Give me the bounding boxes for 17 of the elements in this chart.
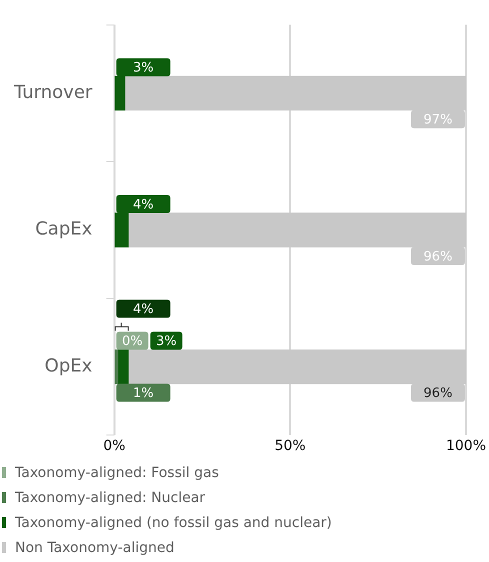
x-tick-label: 0% bbox=[103, 438, 126, 454]
y-tick-label: CapEx bbox=[35, 218, 93, 240]
data-label: 3% bbox=[156, 334, 177, 350]
y-tick-label: Turnover bbox=[12, 82, 93, 103]
legend-label: Non Taxonomy-aligned bbox=[15, 540, 174, 556]
annotation: 4% bbox=[132, 302, 154, 318]
data-label: 0% bbox=[122, 334, 143, 350]
legend-label: Taxonomy-aligned (no fossil gas and nuclear) bbox=[15, 514, 332, 530]
data-label: 1% bbox=[132, 386, 154, 402]
x-tick-label: 50% bbox=[274, 438, 306, 454]
data-label: 4% bbox=[132, 197, 154, 212]
data-label: 3% bbox=[132, 60, 154, 76]
x-tick-label: 100% bbox=[446, 438, 486, 454]
data-label: 96% bbox=[424, 386, 452, 402]
legend-label: Taxonomy-aligned: Nuclear bbox=[15, 490, 206, 506]
y-tick-label: OpEx bbox=[44, 355, 93, 376]
legend-label: Taxonomy-aligned: Fossil gas bbox=[15, 464, 219, 480]
